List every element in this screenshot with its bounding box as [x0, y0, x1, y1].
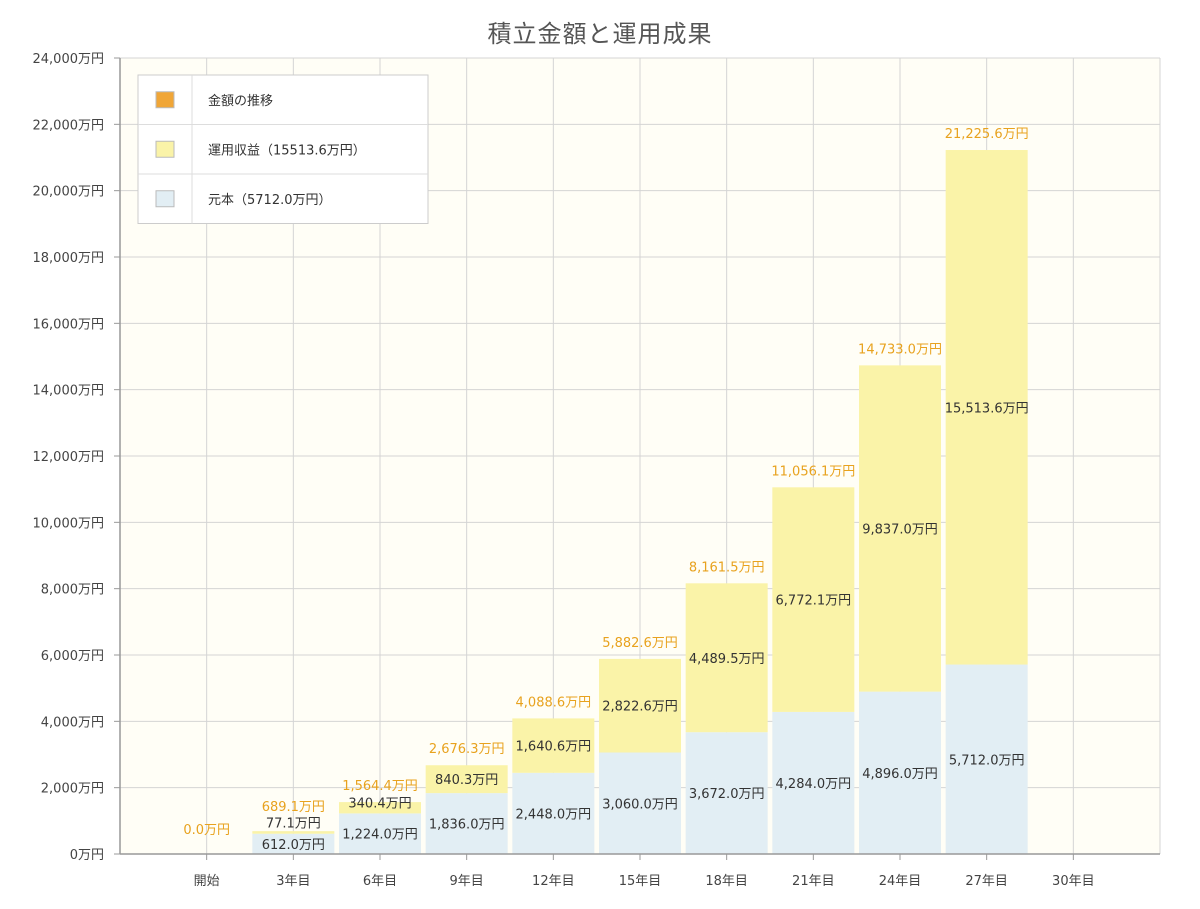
- y-tick-label: 16,000万円: [33, 317, 105, 332]
- legend-swatch: [155, 91, 175, 109]
- data-label-total: 4,088.6万円: [516, 695, 592, 710]
- x-tick-label: 18年目: [705, 874, 748, 889]
- x-tick-label: 9年目: [450, 874, 484, 889]
- x-tick-label: 12年目: [532, 874, 575, 889]
- data-label-principal: 612.0万円: [262, 838, 325, 853]
- x-tick-label: 27年目: [965, 874, 1008, 889]
- data-label-principal: 3,672.0万円: [689, 787, 765, 802]
- bar-gain: [945, 150, 1028, 665]
- data-label-total: 689.1万円: [262, 800, 325, 815]
- data-label-principal: 2,448.0万円: [516, 807, 592, 822]
- y-tick-label: 22,000万円: [33, 118, 105, 133]
- data-label-total: 14,733.0万円: [858, 342, 942, 357]
- bar-gain: [252, 831, 335, 834]
- data-label-principal: 4,284.0万円: [776, 777, 852, 792]
- y-tick-label: 2,000万円: [41, 782, 104, 797]
- data-label-total: 11,056.1万円: [771, 464, 855, 479]
- data-label-principal: 1,224.0万円: [342, 828, 418, 843]
- y-tick-label: 0万円: [70, 848, 104, 863]
- data-label-total: 8,161.5万円: [689, 560, 765, 575]
- bar-principal: [339, 813, 421, 854]
- data-label-total: 21,225.6万円: [945, 127, 1029, 142]
- y-tick-label: 20,000万円: [33, 185, 105, 200]
- data-label-principal: 1,836.0万円: [429, 818, 505, 833]
- y-tick-label: 8,000万円: [41, 583, 104, 598]
- bar-principal: [599, 752, 681, 854]
- bar-gain: [425, 765, 508, 794]
- bar-principal: [772, 711, 855, 854]
- legend-swatch: [155, 190, 175, 208]
- x-tick-label: 開始: [194, 874, 220, 889]
- y-tick-label: 4,000万円: [41, 715, 104, 730]
- bar-gain: [859, 365, 941, 692]
- x-tick-label: 6年目: [363, 874, 397, 889]
- bar-principal: [512, 772, 595, 854]
- legend-label: 元本（5712.0万円）: [208, 193, 332, 208]
- bar-gain: [512, 718, 595, 773]
- bar-gain: [599, 658, 681, 753]
- data-label-gain: 1,640.6万円: [516, 740, 592, 755]
- data-label-gain: 2,822.6万円: [602, 700, 678, 715]
- data-label-gain: 840.3万円: [435, 773, 498, 788]
- data-label-principal: 3,060.0万円: [602, 797, 678, 812]
- legend-label: 運用収益（15513.6万円）: [208, 143, 366, 158]
- data-labels: 0.0万円 612.0万円 77.1万円 689.1万円 1,224.0万円 340.4万…: [183, 127, 1028, 853]
- data-label-principal: 4,896.0万円: [862, 767, 938, 782]
- y-tick-label: 6,000万円: [41, 649, 104, 664]
- x-tick-label: 21年目: [792, 874, 835, 889]
- bar-principal: [685, 732, 768, 854]
- data-label-gain: 4,489.5万円: [689, 652, 765, 667]
- bars: [252, 150, 1028, 854]
- bar-gain: [772, 487, 855, 712]
- chart-title: 積立金額と運用成果: [487, 20, 713, 48]
- data-label-gain: 340.4万円: [348, 796, 411, 811]
- bar-principal: [252, 833, 335, 854]
- data-label-total: 2,676.3万円: [429, 742, 505, 757]
- legend-swatch: [155, 140, 175, 158]
- data-label-principal: 5,712.0万円: [949, 753, 1025, 768]
- data-label-gain: 6,772.1万円: [776, 594, 852, 609]
- axes: 0万円 2,000万円 4,000万円 6,000万円 8,000万円 10,000万円 1…: [33, 52, 1160, 889]
- legend-label: 金額の推移: [208, 93, 273, 109]
- bar-gain: [339, 802, 421, 814]
- x-tick-label: 3年目: [276, 874, 310, 889]
- data-label-total: 1,564.4万円: [342, 779, 418, 794]
- x-tick-label: 30年目: [1052, 874, 1095, 889]
- x-tick-label: 24年目: [879, 874, 922, 889]
- bar-gain: [685, 583, 768, 733]
- data-label-gain: 15,513.6万円: [945, 401, 1029, 416]
- y-tick-label: 12,000万円: [33, 450, 105, 465]
- x-tick-label: 15年目: [619, 874, 662, 889]
- data-label-gain: 77.1万円: [266, 817, 321, 832]
- data-label-total: 5,882.6万円: [602, 636, 678, 651]
- legend-box: [137, 74, 429, 224]
- bar-principal: [425, 793, 508, 854]
- y-tick-label: 24,000万円: [33, 52, 105, 67]
- bar-principal: [945, 664, 1028, 854]
- bar-principal: [859, 691, 941, 854]
- y-tick-label: 10,000万円: [33, 516, 105, 531]
- y-tick-label: 14,000万円: [33, 384, 105, 399]
- data-label-gain: 9,837.0万円: [862, 522, 938, 537]
- y-tick-label: 18,000万円: [33, 251, 105, 266]
- data-label-total: 0.0万円: [183, 823, 230, 838]
